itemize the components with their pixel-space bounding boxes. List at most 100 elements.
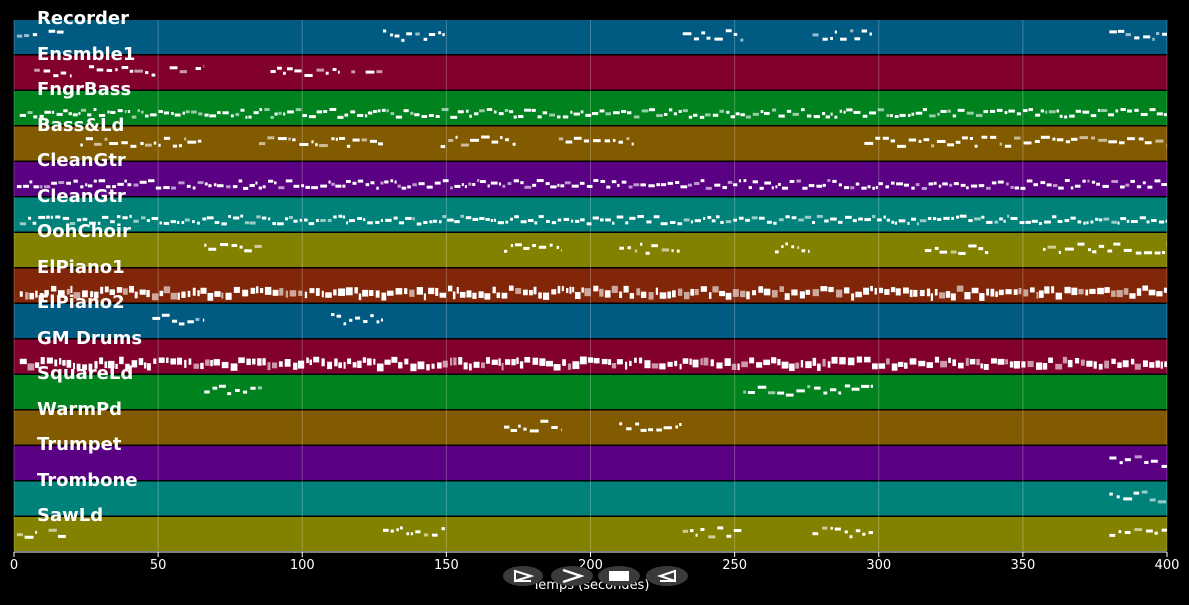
note-mark: [240, 214, 244, 218]
note-mark: [908, 138, 917, 142]
note-mark: [520, 220, 527, 224]
stop-button[interactable]: [598, 566, 640, 586]
note-mark: [601, 358, 608, 365]
forward-button[interactable]: [551, 566, 593, 586]
note-mark: [661, 248, 670, 252]
note-mark: [144, 143, 152, 147]
note-mark: [304, 73, 313, 77]
note-mark: [886, 218, 890, 222]
track-lane: [14, 20, 1167, 54]
note-mark: [240, 108, 245, 112]
note-mark: [304, 291, 308, 299]
note-mark: [687, 183, 693, 187]
note-mark: [1149, 498, 1156, 502]
note-mark: [57, 290, 65, 298]
note-mark: [676, 249, 680, 253]
note-mark: [23, 184, 29, 188]
note-mark: [16, 34, 23, 38]
note-mark: [259, 142, 266, 146]
note-mark: [991, 358, 997, 364]
note-mark: [850, 186, 855, 190]
note-mark: [278, 186, 285, 190]
note-mark: [633, 115, 640, 119]
note-mark: [913, 289, 918, 297]
track-lane: [14, 55, 1167, 90]
note-mark: [682, 109, 688, 113]
note-mark: [546, 360, 554, 367]
note-mark: [759, 186, 764, 190]
note-mark: [712, 113, 719, 117]
note-mark: [133, 219, 139, 223]
note-mark: [999, 142, 1003, 146]
note-mark: [327, 218, 332, 222]
note-mark: [786, 109, 792, 113]
note-mark: [996, 108, 1003, 112]
note-mark: [452, 291, 456, 300]
note-mark: [1087, 179, 1090, 183]
note-mark: [39, 293, 44, 300]
note-mark: [80, 185, 84, 189]
note-mark: [34, 68, 40, 72]
note-mark: [1090, 114, 1097, 118]
note-mark: [805, 289, 811, 295]
note-mark: [44, 110, 51, 114]
note-mark: [354, 287, 358, 294]
note-mark: [423, 37, 428, 41]
note-mark: [740, 113, 745, 117]
track-name: Trumpet: [37, 434, 122, 455]
note-mark: [648, 184, 655, 188]
note-mark: [690, 220, 694, 224]
note-mark: [304, 218, 308, 222]
note-mark: [1147, 185, 1153, 189]
note-mark: [1120, 108, 1126, 112]
note-mark: [1120, 185, 1125, 189]
note-mark: [486, 357, 490, 364]
note-mark: [542, 111, 548, 115]
note-mark: [176, 357, 183, 365]
note-mark: [449, 357, 453, 366]
note-mark: [72, 362, 76, 370]
note-mark: [378, 142, 383, 146]
note-mark: [1036, 362, 1043, 370]
note-mark: [1109, 492, 1113, 496]
note-mark: [239, 245, 243, 249]
note-mark: [911, 186, 915, 190]
note-mark: [1129, 293, 1136, 299]
note-mark: [250, 287, 256, 294]
note-mark: [674, 360, 678, 367]
note-mark: [289, 290, 297, 297]
note-mark: [916, 222, 920, 226]
note-mark: [222, 111, 229, 115]
note-mark: [562, 359, 566, 366]
note-mark: [981, 215, 985, 219]
note-mark: [270, 70, 276, 74]
note-mark: [28, 216, 32, 220]
back-button[interactable]: [646, 566, 688, 586]
note-mark: [924, 249, 932, 253]
note-mark: [830, 526, 833, 530]
note-mark: [1123, 288, 1129, 295]
track-name: GM Drums: [37, 327, 143, 349]
note-mark: [1083, 221, 1086, 225]
note-mark: [364, 114, 368, 118]
note-mark: [1143, 35, 1151, 39]
note-mark: [557, 285, 561, 294]
note-mark: [719, 290, 726, 297]
note-mark: [812, 33, 819, 37]
note-mark: [293, 219, 298, 223]
note-mark: [1141, 490, 1148, 494]
note-mark: [505, 359, 511, 365]
play-button[interactable]: [503, 566, 543, 586]
note-mark: [863, 287, 870, 295]
track-notes: [204, 384, 873, 397]
note-mark: [270, 115, 274, 119]
note-mark: [1067, 359, 1073, 368]
note-mark: [957, 108, 965, 112]
note-mark: [417, 361, 425, 370]
note-mark: [655, 287, 659, 295]
note-mark: [257, 386, 262, 390]
note-mark: [99, 357, 104, 365]
note-mark: [1005, 359, 1009, 365]
note-mark: [1109, 30, 1117, 34]
note-mark: [256, 215, 261, 219]
